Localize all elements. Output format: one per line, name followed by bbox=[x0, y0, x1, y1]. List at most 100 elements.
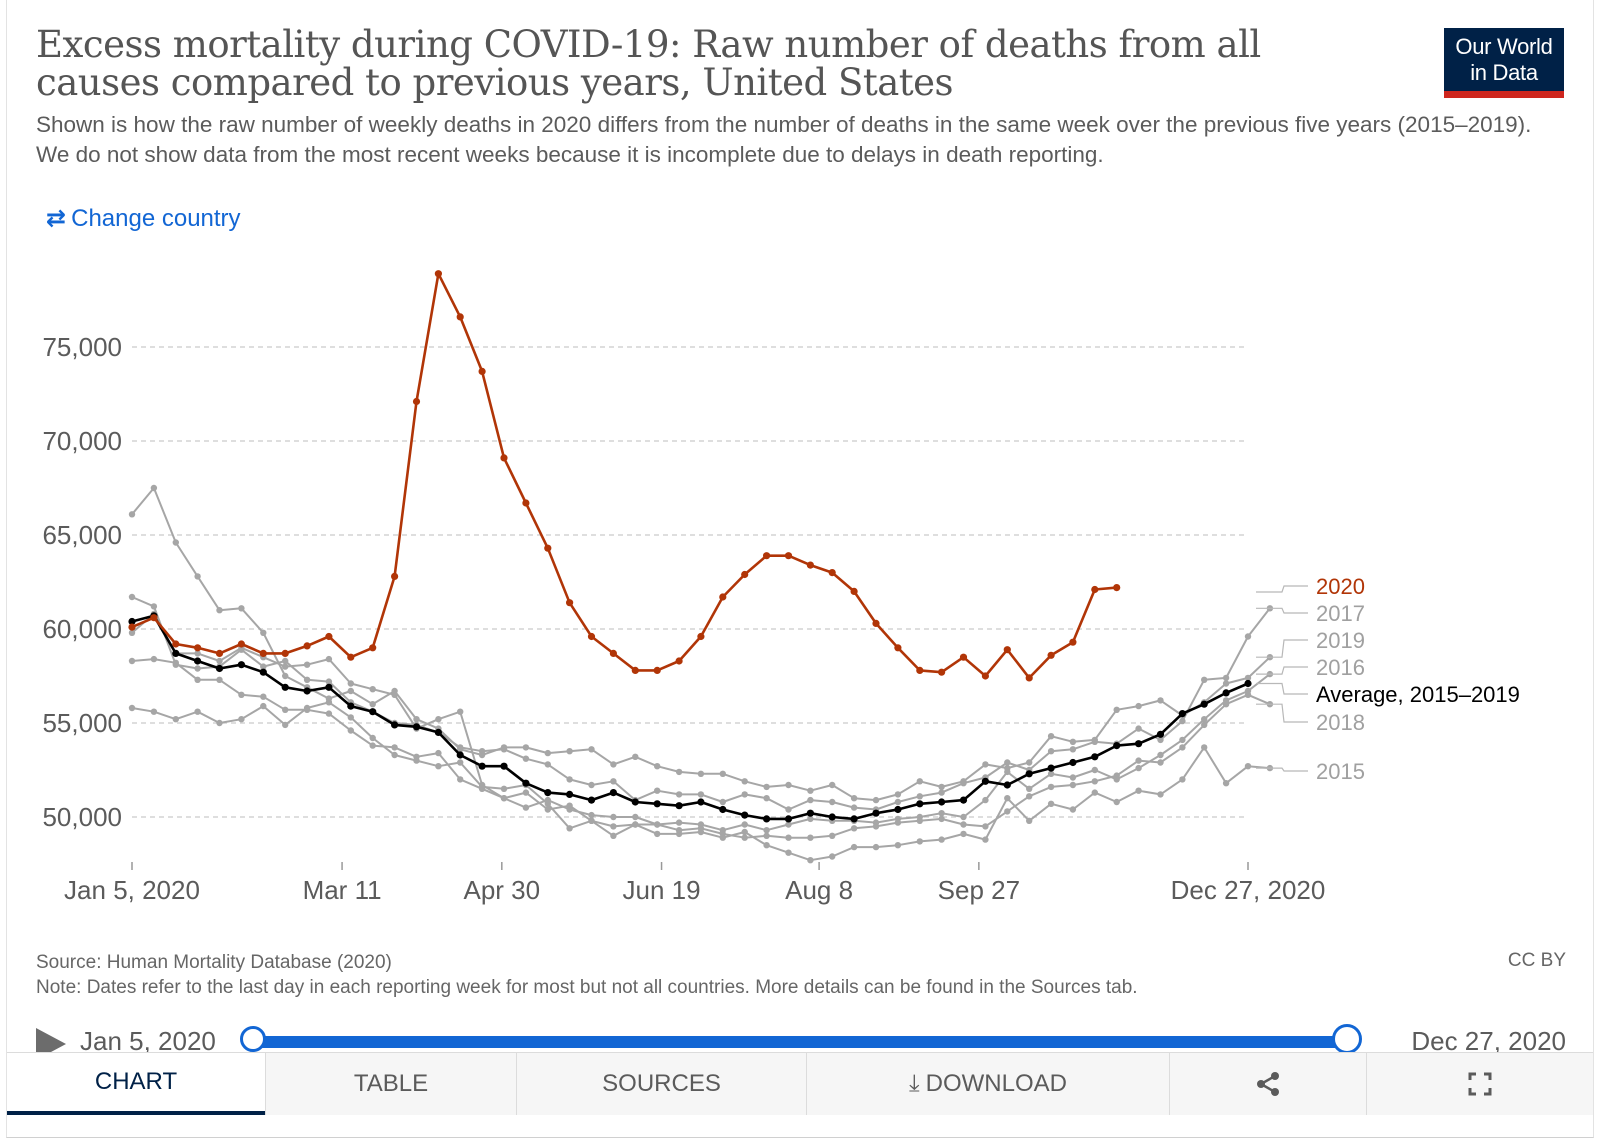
data-point-2019 bbox=[347, 687, 354, 695]
data-point-2016 bbox=[807, 815, 814, 823]
timeline-start-label: Jan 5, 2020 bbox=[80, 1026, 216, 1056]
data-point-2015 bbox=[347, 714, 354, 721]
data-point-2020 bbox=[500, 454, 508, 462]
data-point-average-2015-2019 bbox=[128, 617, 136, 626]
data-point-average-2015-2019 bbox=[981, 777, 990, 785]
data-point-2018 bbox=[1244, 691, 1252, 698]
tab-table[interactable]: TABLE bbox=[265, 1053, 516, 1115]
data-point-2020 bbox=[347, 653, 355, 661]
data-point-2015 bbox=[872, 843, 880, 851]
tab-sources[interactable]: SOURCES bbox=[516, 1053, 806, 1115]
y-tick-label: 65,000 bbox=[42, 520, 122, 550]
data-point-2016 bbox=[1179, 736, 1186, 744]
data-point-2020 bbox=[1069, 638, 1077, 646]
chart-footer: Source: Human Mortality Database (2020) … bbox=[36, 950, 1536, 1000]
data-point-2018 bbox=[938, 815, 945, 823]
data-point-average-2015-2019 bbox=[194, 657, 202, 665]
data-point-2020 bbox=[916, 666, 924, 675]
data-point-2019 bbox=[894, 791, 902, 798]
legend-connector-2020 bbox=[1256, 585, 1308, 593]
data-point-2019 bbox=[260, 629, 267, 636]
data-point-2016 bbox=[1047, 770, 1055, 777]
data-point-average-2015-2019 bbox=[784, 815, 793, 823]
data-point-2016 bbox=[216, 676, 223, 683]
data-point-2019 bbox=[763, 783, 770, 791]
tab-table-label: TABLE bbox=[353, 1070, 429, 1097]
data-point-2018 bbox=[763, 832, 770, 839]
data-point-2019 bbox=[872, 796, 880, 804]
tab-fullscreen[interactable] bbox=[1366, 1053, 1593, 1115]
data-point-2018 bbox=[194, 650, 201, 657]
logo-line-2: in Data bbox=[1470, 60, 1538, 85]
data-point-2020 bbox=[1003, 646, 1011, 654]
data-point-2015 bbox=[938, 836, 945, 843]
data-point-2020 bbox=[741, 570, 749, 579]
data-point-2017 bbox=[610, 778, 617, 785]
data-point-2015 bbox=[260, 702, 267, 710]
data-point-average-2015-2019 bbox=[1091, 753, 1099, 761]
data-point-2015 bbox=[216, 719, 223, 727]
data-point-average-2015-2019 bbox=[719, 805, 727, 814]
legend-connector-2019 bbox=[1256, 639, 1308, 658]
data-point-average-2015-2019 bbox=[1025, 770, 1033, 778]
legend-connector-2018 bbox=[1256, 703, 1308, 723]
tab-chart[interactable]: CHART bbox=[7, 1053, 265, 1115]
data-point-average-2015-2019 bbox=[237, 661, 245, 669]
data-point-2015 bbox=[1222, 780, 1230, 787]
data-point-average-2015-2019 bbox=[1178, 710, 1186, 718]
data-point-2016 bbox=[282, 706, 289, 713]
data-point-2015 bbox=[916, 838, 923, 845]
owid-logo[interactable]: Our World in Data bbox=[1444, 28, 1564, 98]
legend: 2015 2016 2017 2018 2019 Average, 2015–2019 20… bbox=[1256, 574, 1520, 784]
data-point-2017 bbox=[260, 663, 267, 670]
change-country-button[interactable]: ⇄ Change country bbox=[46, 204, 241, 233]
tab-share[interactable] bbox=[1169, 1053, 1366, 1115]
data-point-2017 bbox=[303, 676, 311, 683]
data-point-average-2015-2019 bbox=[675, 802, 683, 810]
data-point-2019 bbox=[391, 687, 398, 695]
data-point-2015 bbox=[763, 842, 770, 849]
license-link[interactable]: CC BY bbox=[1507, 950, 1566, 971]
data-point-2020 bbox=[566, 599, 574, 607]
data-point-average-2015-2019 bbox=[412, 723, 421, 731]
data-point-2018 bbox=[522, 789, 530, 796]
data-point-2020 bbox=[128, 623, 136, 631]
y-tick-label: 75,000 bbox=[42, 332, 122, 362]
data-point-2019 bbox=[413, 716, 420, 723]
timeline-start-handle[interactable] bbox=[240, 1026, 266, 1052]
data-point-2020 bbox=[478, 367, 486, 375]
data-point-2019 bbox=[632, 753, 639, 760]
timeline-track[interactable] bbox=[254, 1036, 1346, 1048]
data-point-average-2015-2019 bbox=[172, 649, 180, 658]
legend-label-2019: 2019 bbox=[1316, 628, 1365, 653]
data-point-2020 bbox=[653, 666, 661, 675]
data-point-2020 bbox=[938, 668, 946, 676]
data-point-2015 bbox=[982, 836, 989, 843]
data-point-2018 bbox=[1179, 744, 1186, 751]
series-group bbox=[128, 270, 1274, 864]
data-point-average-2015-2019 bbox=[500, 762, 508, 770]
data-point-2015 bbox=[457, 759, 464, 766]
data-point-2015 bbox=[1091, 789, 1099, 796]
data-point-average-2015-2019 bbox=[259, 668, 267, 676]
data-point-2018 bbox=[1222, 701, 1230, 708]
data-point-2016 bbox=[238, 691, 245, 698]
data-point-average-2015-2019 bbox=[1003, 781, 1011, 789]
data-point-average-2015-2019 bbox=[609, 789, 618, 797]
data-point-2017 bbox=[128, 593, 136, 601]
timeline-end-handle[interactable] bbox=[1332, 1024, 1362, 1054]
data-point-average-2015-2019 bbox=[872, 809, 880, 817]
data-point-2020 bbox=[281, 649, 289, 658]
data-point-2016 bbox=[610, 813, 617, 821]
tab-download[interactable]: ⤓ DOWNLOAD bbox=[806, 1053, 1169, 1115]
data-point-average-2015-2019 bbox=[1222, 689, 1230, 697]
data-point-2015 bbox=[238, 716, 245, 723]
data-point-2016 bbox=[435, 749, 442, 757]
data-point-2019 bbox=[478, 751, 486, 759]
data-point-average-2015-2019 bbox=[1156, 730, 1165, 738]
logo-line-1: Our World bbox=[1455, 34, 1553, 59]
data-point-2018 bbox=[544, 806, 551, 813]
data-point-2020 bbox=[412, 397, 421, 406]
data-point-average-2015-2019 bbox=[325, 683, 333, 691]
data-point-2017 bbox=[1244, 633, 1252, 640]
